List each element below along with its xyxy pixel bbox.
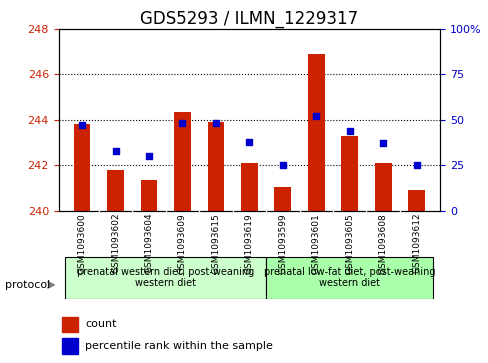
Bar [62,317,78,332]
Bar [407,190,424,211]
FancyBboxPatch shape [65,257,265,299]
Text: protocol: protocol [5,280,50,290]
Text: GSM1093601: GSM1093601 [311,213,320,274]
Point [145,153,153,159]
Bar [74,124,90,211]
Text: prenatal low-fat diet, post-weaning
western diet: prenatal low-fat diet, post-weaning west… [264,267,435,289]
Bar [241,163,257,211]
Point [212,121,220,126]
Text: GSM1093615: GSM1093615 [211,213,220,274]
Bar [207,122,224,211]
Text: GSM1093608: GSM1093608 [378,213,387,274]
Text: percentile rank within the sample: percentile rank within the sample [85,341,273,351]
Bar [62,338,78,354]
Text: GSM1093609: GSM1093609 [178,213,186,274]
Text: GSM1093605: GSM1093605 [345,213,353,274]
Point [78,122,86,128]
Text: GSM1093612: GSM1093612 [411,213,420,273]
Point [412,162,420,168]
Bar [274,187,291,211]
Point [245,139,253,144]
Text: prenatal western diet, post-weaning
western diet: prenatal western diet, post-weaning west… [77,267,254,289]
Point [111,148,119,154]
Text: GSM1093619: GSM1093619 [244,213,253,274]
Point [345,128,353,134]
Text: GSM1093599: GSM1093599 [278,213,287,274]
Bar [174,112,190,211]
Bar [341,136,357,211]
Text: GSM1093600: GSM1093600 [78,213,86,274]
Bar [107,170,123,211]
Point [178,121,186,126]
Point [312,113,320,119]
Text: count: count [85,319,117,329]
FancyBboxPatch shape [265,257,432,299]
Bar [374,163,391,211]
Bar [307,54,324,211]
Point [278,162,286,168]
Text: GSM1093602: GSM1093602 [111,213,120,273]
Title: GDS5293 / ILMN_1229317: GDS5293 / ILMN_1229317 [140,10,358,28]
Point [379,140,386,146]
Bar [141,180,157,211]
Text: GSM1093604: GSM1093604 [144,213,153,273]
